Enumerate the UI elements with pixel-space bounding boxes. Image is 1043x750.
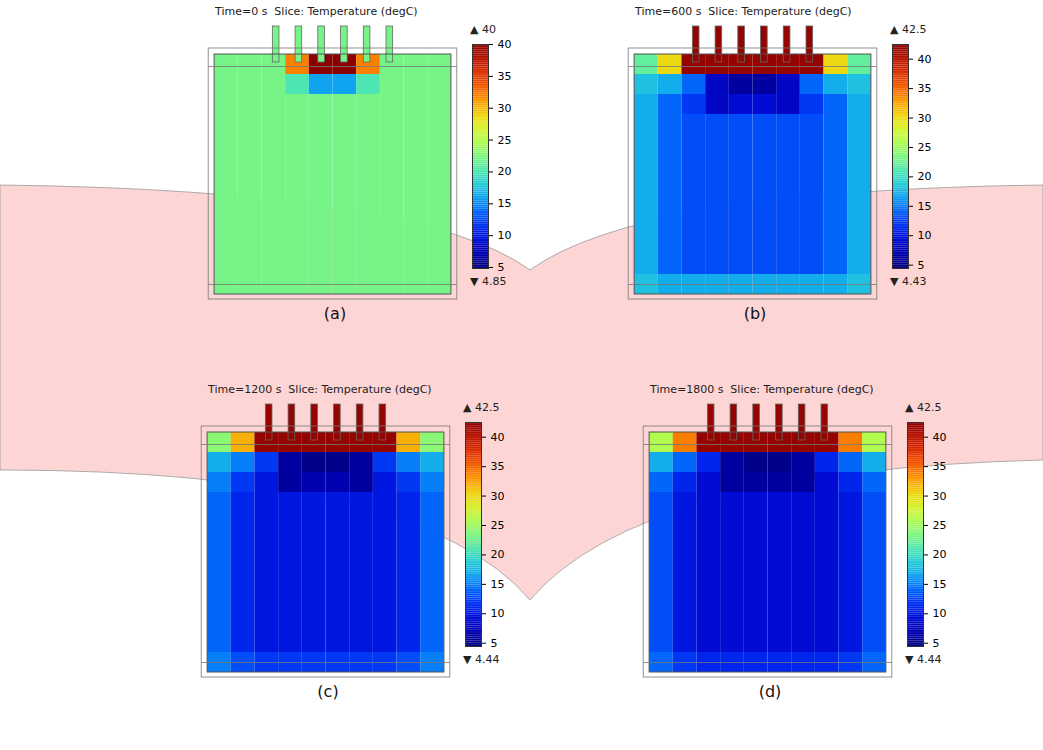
svg-text:10: 10 [498,229,512,242]
svg-text:15: 15 [918,200,932,213]
html-text:▼ 4.44: ▼ 4.44 [905,653,942,666]
html-text:▲ 42.5: ▲ 42.5 [905,401,942,414]
html-text:▼ 4.43: ▼ 4.43 [890,275,927,288]
svg-text:25: 25 [918,141,932,154]
svg-text:10: 10 [933,607,947,620]
html-text:(d): (d) [758,682,782,701]
svg-text:35: 35 [918,82,932,95]
svg-text:20: 20 [933,548,947,561]
svg-text:20: 20 [498,165,512,178]
svg-text:20: 20 [491,548,505,561]
svg-text:30: 30 [918,112,932,125]
html-text:Time=0 s Slice: Temperature (d: Time=0 s Slice: Temperature (degC) [215,5,418,18]
svg-text:20: 20 [918,170,932,183]
html-text:(c): (c) [317,682,339,701]
svg-text:30: 30 [933,490,947,503]
svg-text:10: 10 [918,229,932,242]
svg-text:5: 5 [918,259,925,272]
svg-text:35: 35 [933,460,947,473]
svg-text:30: 30 [498,102,512,115]
svg-text:5: 5 [491,637,498,650]
svg-text:25: 25 [933,519,947,532]
html-text:(a): (a) [323,304,347,323]
html-text:Time=1800 s Slice: Temperature: Time=1800 s Slice: Temperature (degC) [650,383,874,396]
svg-text:15: 15 [491,578,505,591]
svg-text:15: 15 [498,197,512,210]
html-text:Time=1200 s Slice: Temperature: Time=1200 s Slice: Temperature (degC) [208,383,432,396]
svg-text:40: 40 [498,38,512,51]
html-text:(b): (b) [743,304,767,323]
svg-text:5: 5 [933,637,940,650]
svg-text:40: 40 [491,431,505,444]
svg-text:15: 15 [933,578,947,591]
svg-text:35: 35 [498,70,512,83]
svg-text:10: 10 [491,607,505,620]
html-text:▲ 40: ▲ 40 [470,23,496,36]
html-text:▼ 4.85: ▼ 4.85 [470,275,507,288]
svg-text:5: 5 [498,261,505,274]
html-text:▲ 42.5: ▲ 42.5 [463,401,500,414]
svg-text:35: 35 [491,460,505,473]
html-text:Time=600 s Slice: Temperature: Time=600 s Slice: Temperature (degC) [635,5,852,18]
html-text:▼ 4.44: ▼ 4.44 [463,653,500,666]
svg-text:40: 40 [918,53,932,66]
html-text:▲ 42.5: ▲ 42.5 [890,23,927,36]
svg-text:40: 40 [933,431,947,444]
svg-text:30: 30 [491,490,505,503]
svg-text:25: 25 [491,519,505,532]
svg-text:25: 25 [498,134,512,147]
